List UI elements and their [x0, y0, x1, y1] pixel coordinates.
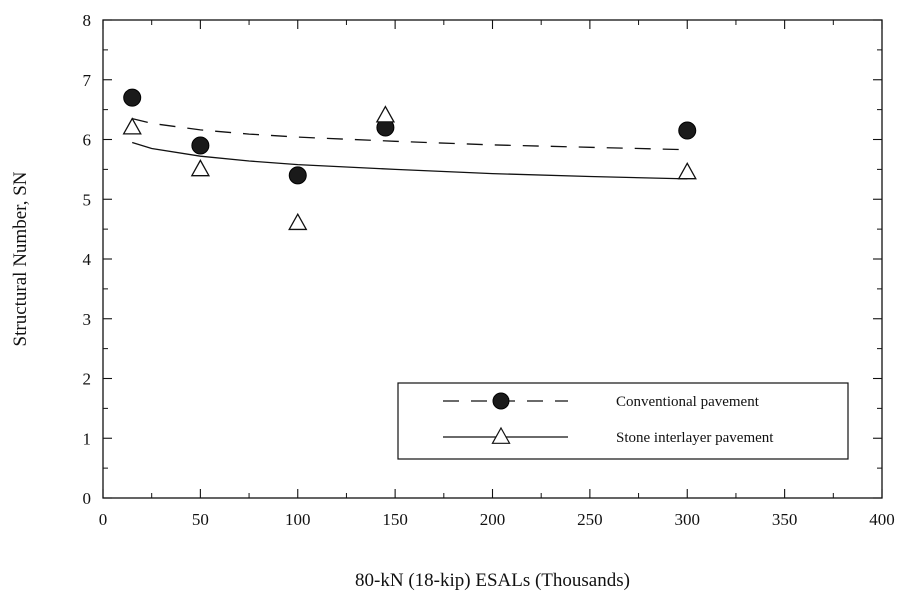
data-point-conventional-pavement — [191, 136, 210, 155]
y-tick-label: 7 — [83, 71, 92, 90]
x-tick-label: 50 — [192, 510, 209, 529]
data-point-conventional-pavement — [288, 166, 307, 185]
x-tick-label: 200 — [480, 510, 506, 529]
y-tick-label: 0 — [83, 489, 92, 508]
y-tick-label: 3 — [83, 310, 92, 329]
data-point-stone-interlayer-pavement — [677, 162, 697, 180]
y-tick-label: 4 — [83, 250, 92, 269]
legend-label-stone-interlayer: Stone interlayer pavement — [616, 430, 774, 446]
data-point-stone-interlayer-pavement — [375, 105, 396, 123]
legend-swatch-marker-stone-interlayer — [491, 426, 511, 444]
x-tick-label: 350 — [772, 510, 798, 529]
y-tick-label: 1 — [83, 429, 92, 448]
trend-line-stone-interlayer-pavement — [132, 141, 688, 180]
x-tick-labels: 0 50 100 150 200 250 300 350 400 — [99, 510, 895, 529]
x-tick-label: 150 — [382, 510, 408, 529]
x-tick-label: 0 — [99, 510, 108, 529]
y-tick-label: 5 — [83, 190, 92, 209]
y-tick-label: 6 — [83, 131, 92, 150]
data-point-stone-interlayer-pavement — [190, 159, 211, 177]
plot-frame — [102, 19, 883, 499]
x-tick-label: 100 — [285, 510, 311, 529]
y-tick-label: 8 — [83, 11, 92, 30]
data-point-stone-interlayer-pavement — [288, 212, 308, 231]
data-markers — [122, 88, 697, 231]
legend-swatch-marker-conventional — [492, 392, 510, 410]
data-point-stone-interlayer-pavement — [122, 117, 142, 135]
axis-ticks — [102, 19, 883, 499]
x-tick-label: 300 — [675, 510, 701, 529]
data-point-conventional-pavement — [678, 121, 697, 140]
legend: Conventional pavement Stone interlayer p… — [397, 382, 849, 460]
x-axis-title: 80-kN (18-kip) ESALs (Thousands) — [355, 570, 630, 591]
y-axis-title: Structural Number, SN — [10, 171, 31, 346]
y-tick-label: 2 — [83, 370, 92, 389]
legend-box — [397, 382, 849, 460]
trend-lines — [132, 117, 688, 180]
x-tick-label: 250 — [577, 510, 603, 529]
x-tick-label: 400 — [869, 510, 895, 529]
y-tick-labels: 0 1 2 3 4 5 6 7 8 — [83, 11, 92, 508]
trend-line-conventional-pavement — [132, 117, 688, 151]
legend-label-conventional: Conventional pavement — [616, 394, 760, 410]
data-point-conventional-pavement — [123, 88, 142, 107]
